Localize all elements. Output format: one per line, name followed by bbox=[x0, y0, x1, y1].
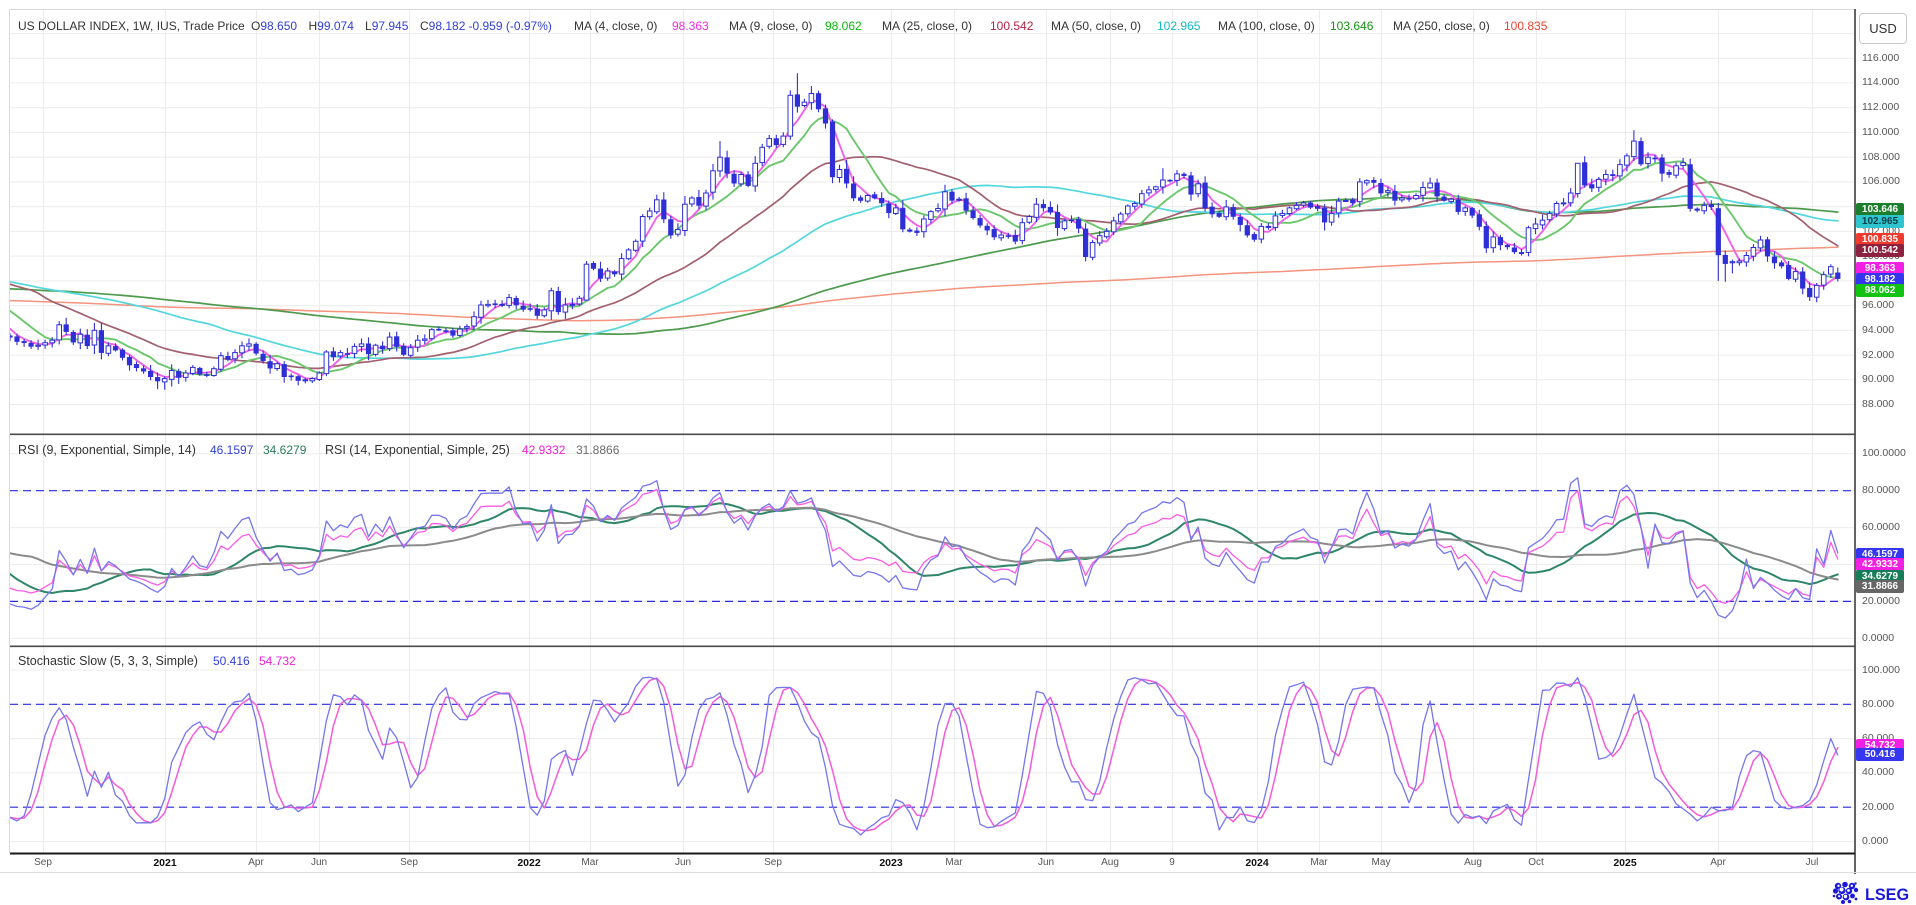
svg-text:LSEG: LSEG bbox=[1865, 886, 1909, 904]
